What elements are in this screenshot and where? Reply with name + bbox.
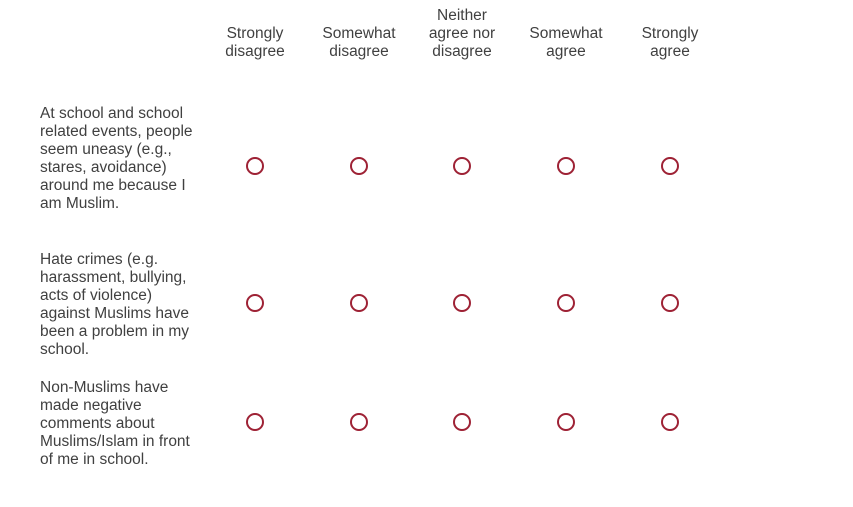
column-header-label: Strongly disagree (225, 25, 285, 60)
column-header-label: Strongly agree (641, 25, 699, 60)
radio-q2-strongly-disagree[interactable] (246, 294, 264, 312)
radio-q1-somewhat-disagree[interactable] (350, 157, 368, 175)
radio-q1-neither[interactable] (453, 157, 471, 175)
column-header-label: Somewhat disagree (322, 25, 396, 60)
statement-label-uneasy: At school and school related events, peo… (40, 105, 193, 212)
column-header-somewhat-disagree: Somewhat disagree (311, 7, 407, 61)
radio-q1-strongly-disagree[interactable] (246, 157, 264, 175)
radio-q3-strongly-agree[interactable] (661, 413, 679, 431)
statement-label-negative-comments: Non-Muslims have made negative comments … (40, 379, 190, 468)
column-header-neither: Neither agree nor disagree (414, 7, 510, 61)
radio-q2-strongly-agree[interactable] (661, 294, 679, 312)
column-header-strongly-disagree: Strongly disagree (207, 7, 303, 61)
radio-q3-somewhat-agree[interactable] (557, 413, 575, 431)
radio-q1-somewhat-agree[interactable] (557, 157, 575, 175)
column-header-label: Somewhat agree (529, 25, 603, 60)
column-header-label: Neither agree nor disagree (428, 7, 496, 60)
radio-q1-strongly-agree[interactable] (661, 157, 679, 175)
statement-label-hate-crimes: Hate crimes (e.g. harassment, bullying, … (40, 251, 190, 358)
column-header-strongly-agree: Strongly agree (622, 7, 718, 61)
column-header-somewhat-agree: Somewhat agree (518, 7, 614, 61)
radio-q2-neither[interactable] (453, 294, 471, 312)
radio-q3-neither[interactable] (453, 413, 471, 431)
radio-q3-strongly-disagree[interactable] (246, 413, 264, 431)
radio-q3-somewhat-disagree[interactable] (350, 413, 368, 431)
radio-q2-somewhat-agree[interactable] (557, 294, 575, 312)
radio-q2-somewhat-disagree[interactable] (350, 294, 368, 312)
